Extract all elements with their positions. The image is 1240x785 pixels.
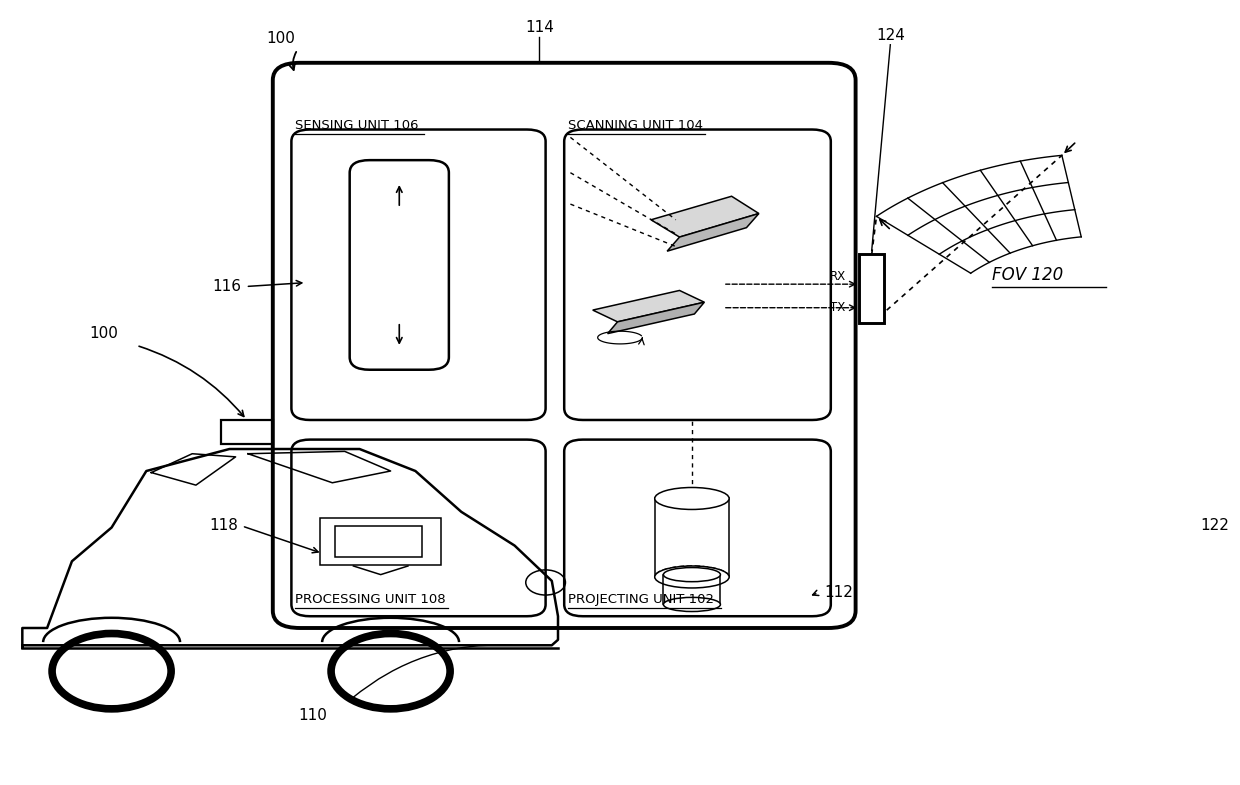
Text: 100: 100 [267, 31, 295, 46]
Text: RX: RX [830, 270, 846, 283]
Ellipse shape [655, 487, 729, 509]
Text: 122: 122 [1200, 518, 1229, 534]
Text: PROJECTING UNIT 102: PROJECTING UNIT 102 [568, 593, 714, 606]
Ellipse shape [663, 597, 720, 612]
Polygon shape [667, 214, 759, 251]
Polygon shape [651, 196, 759, 237]
Text: 116: 116 [213, 279, 242, 294]
Text: TX: TX [831, 301, 846, 314]
Ellipse shape [663, 568, 720, 582]
Text: 112: 112 [825, 585, 853, 601]
Ellipse shape [655, 566, 729, 588]
Text: SCANNING UNIT 104: SCANNING UNIT 104 [568, 119, 703, 132]
Text: 124: 124 [875, 28, 905, 43]
Text: 114: 114 [525, 20, 554, 35]
Text: PROCESSING UNIT 108: PROCESSING UNIT 108 [295, 593, 445, 606]
Text: FOV 120: FOV 120 [992, 266, 1063, 284]
Polygon shape [593, 290, 704, 322]
Text: 100: 100 [89, 326, 118, 341]
Polygon shape [608, 302, 704, 334]
Text: SENSING UNIT 106: SENSING UNIT 106 [295, 119, 419, 132]
Text: 118: 118 [210, 518, 238, 534]
FancyBboxPatch shape [859, 254, 884, 323]
Text: 110: 110 [298, 708, 327, 724]
